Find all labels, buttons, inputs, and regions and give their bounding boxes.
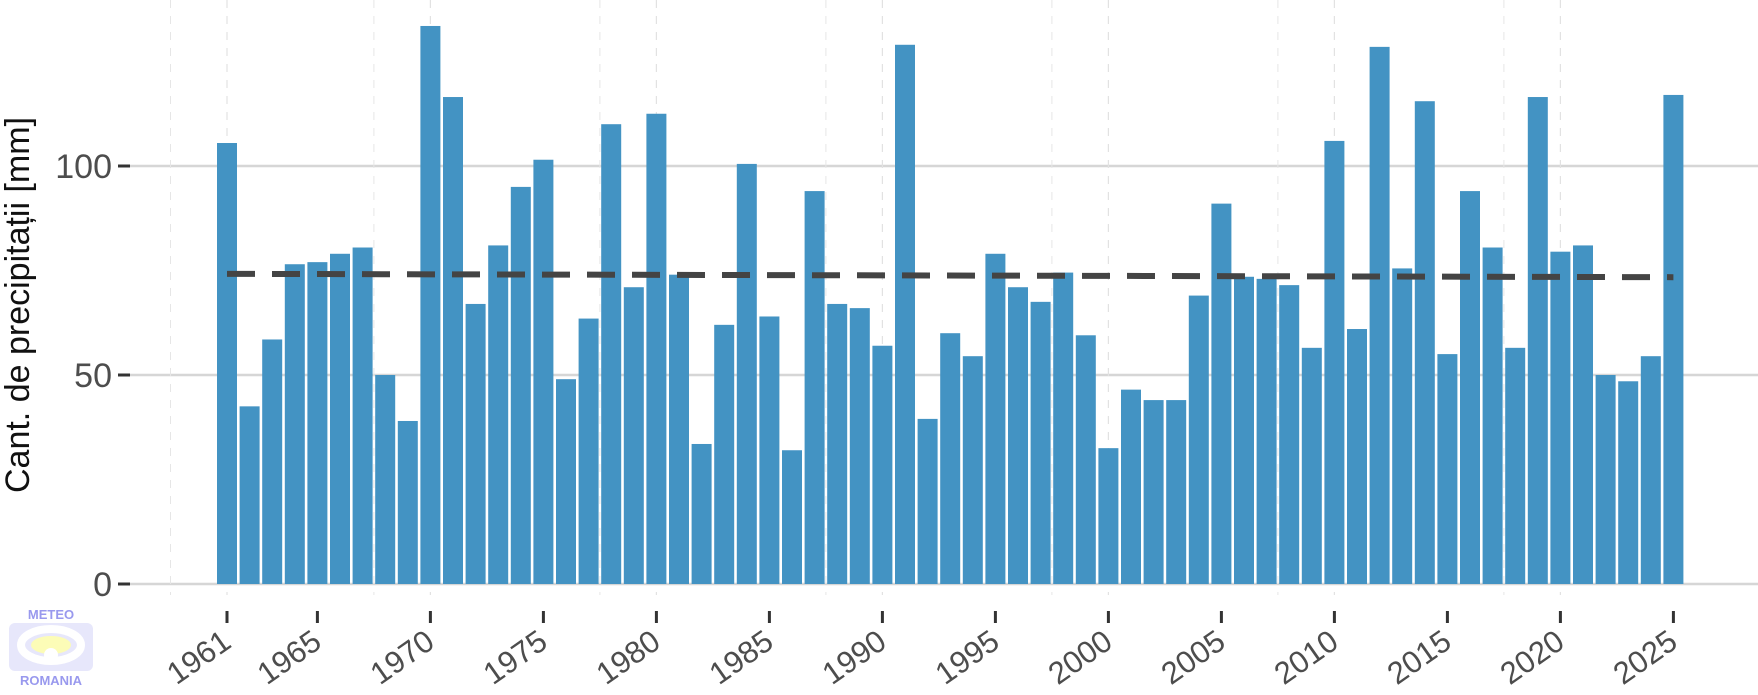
bar-1994 — [962, 356, 983, 584]
bar-1975 — [533, 159, 554, 585]
bar-2008 — [1279, 285, 1300, 584]
x-tick-label-1990: 1990 — [816, 623, 893, 691]
bar-1983 — [714, 324, 735, 584]
bar-1974 — [510, 186, 531, 584]
bar-1987 — [804, 191, 825, 584]
bar-1963 — [262, 339, 283, 584]
x-tick-label-1965: 1965 — [251, 623, 328, 691]
bar-2009 — [1301, 347, 1322, 584]
bar-2010 — [1324, 140, 1345, 585]
bar-2015 — [1437, 354, 1458, 584]
bar-1977 — [578, 318, 599, 584]
bar-1988 — [827, 303, 848, 584]
bar-2001 — [1121, 389, 1141, 584]
bar-1981 — [669, 274, 689, 584]
x-tick-label-2005: 2005 — [1155, 623, 1232, 691]
bar-2000 — [1098, 448, 1119, 584]
bar-2022 — [1595, 375, 1616, 584]
x-tick-label-1985: 1985 — [703, 623, 780, 691]
bar-1969 — [397, 420, 418, 584]
bar-1962 — [239, 406, 260, 584]
logo-top-text: METEO — [28, 607, 74, 622]
x-tick-label-2025: 2025 — [1607, 623, 1684, 691]
bar-2016 — [1460, 191, 1480, 584]
bar-2023 — [1618, 381, 1639, 584]
bar-1992 — [917, 418, 938, 584]
logo-bottom-text: ROMANIA — [20, 673, 83, 688]
bar-1970 — [420, 25, 441, 585]
bar-2017 — [1482, 247, 1503, 584]
bar-1979 — [623, 287, 644, 584]
bar-1976 — [556, 379, 576, 584]
bar-1965 — [307, 262, 328, 584]
bar-1967 — [352, 247, 373, 584]
bar-2018 — [1505, 347, 1526, 584]
bar-1964 — [284, 264, 305, 584]
x-tick-label-1980: 1980 — [590, 623, 667, 691]
bar-2003 — [1166, 400, 1187, 584]
bar-1999 — [1075, 335, 1096, 584]
bar-2014 — [1414, 101, 1435, 585]
bar-1989 — [849, 308, 870, 584]
bar-1973 — [488, 245, 509, 585]
x-tick-label-1961: 1961 — [160, 623, 237, 691]
bar-1991 — [895, 44, 915, 584]
x-tick-label-1995: 1995 — [929, 623, 1006, 691]
y-axis-label: Cant. de precipitații [mm] — [0, 117, 37, 493]
y-tick-label-50: 50 — [74, 357, 112, 395]
bar-2011 — [1347, 329, 1367, 584]
bar-1968 — [375, 375, 396, 584]
bar-1982 — [691, 443, 712, 584]
bar-1961 — [217, 143, 237, 584]
bar-1986 — [782, 450, 802, 584]
bar-2025 — [1663, 94, 1684, 584]
bar-1998 — [1053, 272, 1074, 584]
bar-1996 — [1008, 287, 1028, 584]
x-tick-label-2000: 2000 — [1042, 623, 1119, 691]
bar-2020 — [1550, 251, 1571, 584]
bar-1984 — [736, 163, 757, 584]
bar-2007 — [1256, 278, 1277, 584]
y-tick-label-0: 0 — [93, 566, 112, 604]
bar-1993 — [940, 333, 961, 584]
bar-2004 — [1188, 295, 1209, 584]
bars — [217, 25, 1684, 585]
x-tick-label-1970: 1970 — [364, 623, 441, 691]
bar-1966 — [330, 253, 350, 584]
bar-1995 — [985, 253, 1006, 584]
reference-line — [226, 270, 1674, 281]
x-tick-label-2010: 2010 — [1268, 623, 1345, 691]
reference-line-group — [226, 270, 1674, 281]
bar-1972 — [465, 303, 486, 584]
bar-2024 — [1640, 356, 1661, 584]
meteo-romania-logo: METEO ROMANIA — [9, 607, 93, 688]
x-tick-label-2020: 2020 — [1494, 623, 1571, 691]
x-tick-label-1975: 1975 — [477, 623, 554, 691]
bar-1980 — [646, 113, 667, 584]
bar-2005 — [1211, 203, 1232, 584]
bar-2013 — [1392, 268, 1413, 584]
y-tick-label-100: 100 — [55, 148, 112, 186]
bar-1985 — [759, 316, 780, 584]
bar-2019 — [1527, 97, 1548, 584]
x-tick-label-2015: 2015 — [1381, 623, 1458, 691]
bar-1971 — [443, 97, 463, 584]
bar-2006 — [1234, 276, 1254, 584]
bar-2002 — [1143, 400, 1164, 584]
bar-1990 — [872, 345, 893, 584]
bar-1978 — [601, 124, 622, 584]
bar-2021 — [1573, 245, 1593, 585]
bar-2012 — [1369, 46, 1390, 585]
bar-1997 — [1030, 301, 1051, 584]
